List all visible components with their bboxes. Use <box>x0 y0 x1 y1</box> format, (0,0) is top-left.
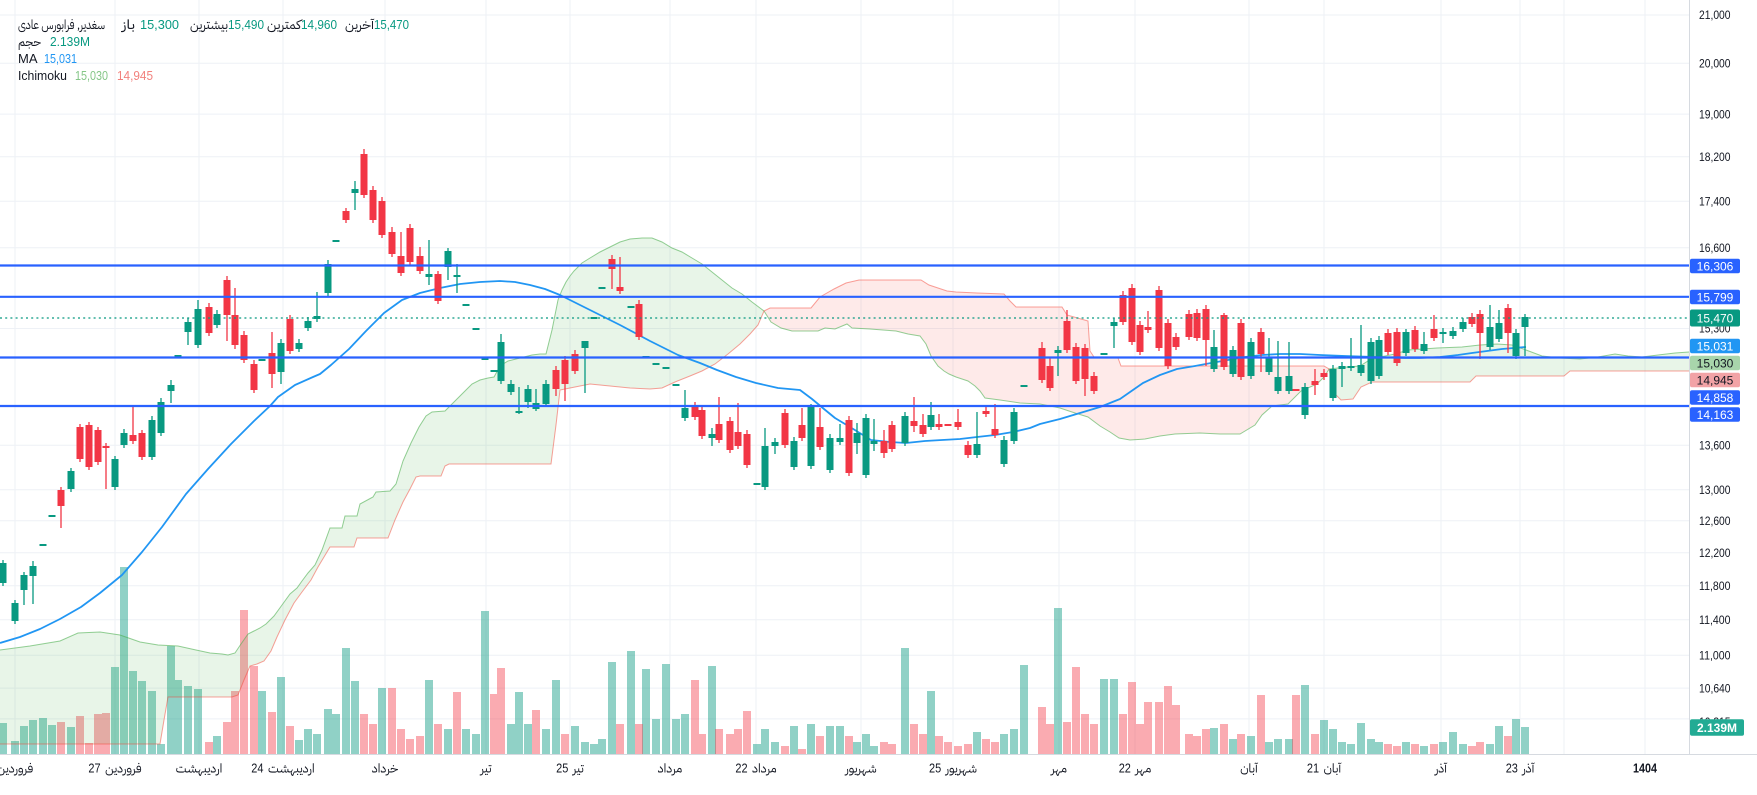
svg-text:14,163: 14,163 <box>1697 408 1734 422</box>
svg-text:17,400: 17,400 <box>1699 194 1731 208</box>
svg-text:15,030: 15,030 <box>1697 356 1734 370</box>
svg-text:13,600: 13,600 <box>1699 438 1731 452</box>
svg-text:25: 25 <box>929 761 941 776</box>
svg-text:25: 25 <box>556 761 568 776</box>
svg-text:22: 22 <box>1119 761 1131 776</box>
svg-text:15,031: 15,031 <box>44 51 77 66</box>
svg-text:21: 21 <box>1307 761 1319 776</box>
svg-text:20,000: 20,000 <box>1699 57 1731 71</box>
svg-text:24: 24 <box>251 761 263 776</box>
svg-text:18,200: 18,200 <box>1699 150 1731 164</box>
svg-text:15,031: 15,031 <box>1697 339 1734 353</box>
svg-text:21,000: 21,000 <box>1699 8 1731 22</box>
svg-text:15,030: 15,030 <box>75 68 108 83</box>
svg-text:16,600: 16,600 <box>1699 241 1731 255</box>
svg-text:22: 22 <box>735 761 747 776</box>
svg-text:12,600: 12,600 <box>1699 514 1731 528</box>
svg-text:16,306: 16,306 <box>1697 259 1734 273</box>
svg-text:19,000: 19,000 <box>1699 107 1731 121</box>
svg-text:11,400: 11,400 <box>1699 613 1731 627</box>
svg-text:10,640: 10,640 <box>1699 681 1731 695</box>
svg-text:27: 27 <box>88 761 100 776</box>
svg-text:15,490: 15,490 <box>228 17 264 32</box>
svg-text:14,945: 14,945 <box>117 68 153 83</box>
svg-text:Ichimoku: Ichimoku <box>18 68 67 83</box>
svg-text:MA: MA <box>18 51 38 66</box>
svg-text:15,799: 15,799 <box>1697 290 1734 304</box>
svg-text:14,945: 14,945 <box>1697 373 1734 387</box>
svg-text:15,470: 15,470 <box>374 17 409 32</box>
svg-text:11,800: 11,800 <box>1699 579 1731 593</box>
svg-text:11,000: 11,000 <box>1699 648 1731 662</box>
svg-text:15,300: 15,300 <box>140 17 179 32</box>
svg-text:12,200: 12,200 <box>1699 546 1731 560</box>
svg-text:14,858: 14,858 <box>1697 391 1734 405</box>
svg-text:23: 23 <box>1506 761 1518 776</box>
svg-text:2.139M: 2.139M <box>50 34 90 49</box>
svg-text:2.139M: 2.139M <box>1697 721 1737 735</box>
svg-text:15,470: 15,470 <box>1697 311 1734 325</box>
svg-text:1404: 1404 <box>1633 761 1658 776</box>
svg-text:14,960: 14,960 <box>301 17 337 32</box>
svg-text:13,000: 13,000 <box>1699 483 1731 497</box>
